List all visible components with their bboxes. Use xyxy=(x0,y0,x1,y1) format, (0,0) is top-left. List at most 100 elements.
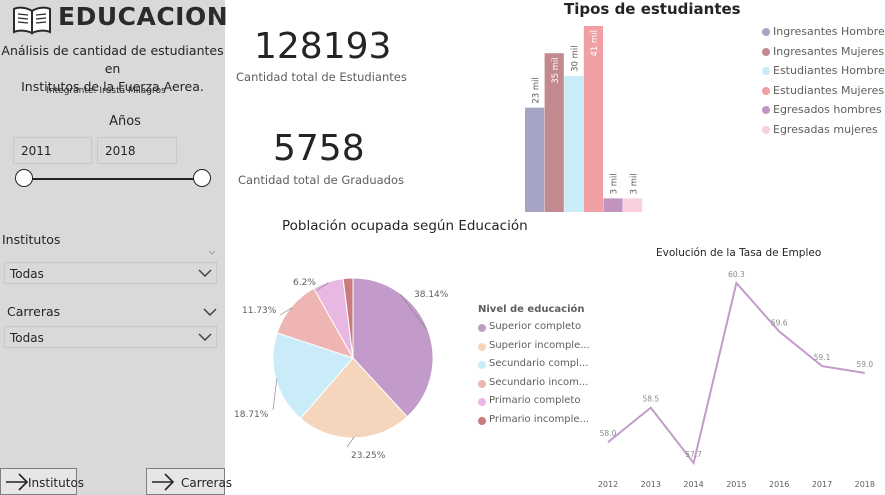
legend-marker xyxy=(762,106,770,114)
legend-label: Egresados hombres xyxy=(773,103,882,116)
line-series-tasa-empleo[interactable] xyxy=(607,280,865,466)
pie-leader-line xyxy=(315,282,329,292)
legend-label: Egresadas mujeres xyxy=(773,122,878,136)
line-data-label: 60.3 xyxy=(728,270,745,279)
line-data-label: 59.6 xyxy=(771,318,788,327)
bar-data-label: 3 mil xyxy=(610,173,620,194)
pie-leader-line xyxy=(272,378,278,411)
x-tick-label: 2013 xyxy=(641,480,661,489)
bar-ingresantes-hombres[interactable] xyxy=(525,107,545,212)
line-data-label: 59.0 xyxy=(856,360,873,369)
x-tick-label: 2017 xyxy=(812,480,832,489)
x-tick-label: 2016 xyxy=(769,480,789,489)
pie-chart: 38.14% 23.25% 18.71% 11.73% 6.2% xyxy=(234,277,449,461)
carreras-nav-button[interactable]: Carreras xyxy=(146,468,232,495)
pie-data-label: 6.2% xyxy=(293,278,316,288)
bar-estudiantes-mujeres[interactable] xyxy=(583,26,603,212)
x-tick-label: 2015 xyxy=(726,480,746,489)
year-slider-end-handle[interactable] xyxy=(193,169,211,187)
legend-label: Ingresantes Mujeres xyxy=(773,44,885,58)
pie-legend-title: Nivel de educación xyxy=(478,304,585,315)
carreras-dropdown-value: Todas xyxy=(10,331,44,345)
carreras-slicer-title: Carreras xyxy=(7,304,61,319)
legend-label: Primario incomple... xyxy=(489,413,590,425)
legend-label: Secundario compl... xyxy=(489,358,589,369)
line-data-label: 58.5 xyxy=(642,395,659,404)
line-data-label: 58.0 xyxy=(600,429,617,438)
legend-marker xyxy=(478,361,486,369)
students-total-value: 128193 xyxy=(254,26,392,67)
bar-data-label: 23 mil xyxy=(531,77,541,104)
bar-chart: 23 mil 35 mil 30 mil 41 mil 3 mil 3 mil xyxy=(525,26,643,212)
collapse-chevron-icon[interactable] xyxy=(208,250,216,256)
years-slicer-title: Años xyxy=(109,114,141,129)
chevron-down-icon xyxy=(198,269,212,277)
legend-marker xyxy=(478,416,486,425)
pie-data-label: 38.14% xyxy=(414,290,449,300)
legend-marker xyxy=(762,86,770,95)
legend-label: Superior incomple... xyxy=(489,339,590,351)
pie-data-label: 11.73% xyxy=(242,306,277,316)
line-chart-title: Evolución de la Tasa de Empleo xyxy=(656,247,822,259)
institutos-slicer-title: Institutos xyxy=(2,232,61,247)
pie-slice-primario-incompleto[interactable] xyxy=(342,277,354,359)
legend-marker xyxy=(762,67,770,75)
arrow-right-icon xyxy=(152,473,175,491)
legend-marker xyxy=(478,398,486,406)
bar-ingresantes-mujeres[interactable] xyxy=(544,53,564,212)
legend-marker xyxy=(762,47,770,56)
line-data-label: 57.7 xyxy=(685,450,702,459)
legend-label: Superior completo xyxy=(489,321,582,332)
legend-marker xyxy=(478,342,486,351)
pie-slice-superior-incompleto[interactable] xyxy=(299,357,408,439)
pie-slice-secundario-completo[interactable] xyxy=(272,332,354,420)
carreras-nav-label: Carreras xyxy=(181,476,233,490)
pie-chart-title: Población ocupada según Educación xyxy=(282,218,528,234)
bar-data-label: 41 mil xyxy=(590,30,600,57)
pie-leader-line xyxy=(279,307,293,316)
bar-egresados-hombres[interactable] xyxy=(603,198,623,212)
pie-leader-line xyxy=(399,293,427,330)
bar-egresadas-mujeres[interactable] xyxy=(623,198,643,212)
member-name: Integrante: Irusta Milagros xyxy=(46,86,166,96)
sidebar-panel: EDUCACION Análisis de cantidad de estudi… xyxy=(0,0,232,495)
institutos-dropdown-value: Todas xyxy=(10,267,44,281)
year-from-input[interactable]: 2011 xyxy=(13,137,92,164)
bar-data-label: 3 mil xyxy=(629,173,639,194)
chevron-down-icon[interactable] xyxy=(203,307,217,317)
x-tick-label: 2012 xyxy=(598,480,618,489)
legend-label: Ingresantes Hombres xyxy=(773,25,885,38)
students-total-label: Cantidad total de Estudiantes xyxy=(236,70,407,84)
bar-chart-title: Tipos de estudiantes xyxy=(564,0,741,18)
book-icon xyxy=(13,6,51,35)
institutos-nav-button[interactable]: Institutos xyxy=(0,468,84,495)
bar-data-label: 30 mil xyxy=(571,45,581,72)
line-data-label: 59.1 xyxy=(814,353,831,362)
year-to-input[interactable]: 2018 xyxy=(97,137,177,164)
graduates-total-label: Cantidad total de Graduados xyxy=(238,173,405,187)
app-subtitle: Análisis de cantidad de estudiantes en I… xyxy=(0,42,225,96)
legend-label: Primario completo xyxy=(489,395,581,406)
bar-data-label: 35 mil xyxy=(551,57,561,84)
line-chart: 2012 58.0 2013 58.5 2014 57.7 2015 60.3 2016 59.6… xyxy=(598,270,875,489)
legend-label: Estudiantes Mujeres xyxy=(773,83,885,97)
legend-marker xyxy=(478,379,486,388)
year-slider-start-handle[interactable] xyxy=(15,169,33,187)
pie-leader-line xyxy=(346,436,355,448)
pie-chart-legend: Nivel de educación Superior completo Supe… xyxy=(478,304,590,434)
institutos-nav-label: Institutos xyxy=(28,476,85,490)
legend-marker xyxy=(478,324,486,332)
carreras-dropdown[interactable]: Todas xyxy=(4,326,217,348)
legend-label: Estudiantes Hombres xyxy=(773,64,885,77)
bar-estudiantes-hombres[interactable] xyxy=(564,75,584,212)
bar-chart-legend: Ingresantes Hombres Ingresantes Mujeres Es… xyxy=(762,25,885,140)
year-slider-track[interactable] xyxy=(24,178,202,180)
arrow-right-icon xyxy=(6,473,29,491)
pie-data-label: 23.25% xyxy=(351,451,386,461)
chevron-down-icon xyxy=(198,333,212,341)
pie-data-label: 18.71% xyxy=(234,410,269,420)
institutos-dropdown[interactable]: Todas xyxy=(4,262,217,284)
subtitle-line-1: Análisis de cantidad de estudiantes en xyxy=(1,43,224,76)
x-tick-label: 2014 xyxy=(683,480,703,489)
pie-slice-superior-completo[interactable] xyxy=(352,277,434,418)
